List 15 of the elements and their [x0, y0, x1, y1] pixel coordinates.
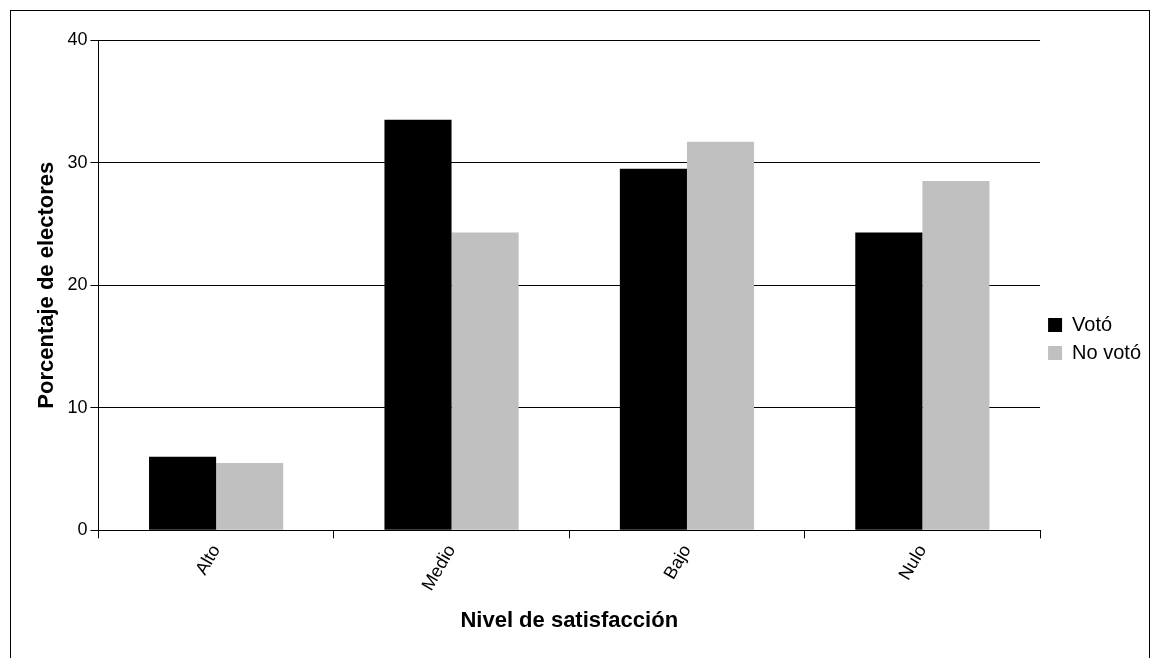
x-axis-title: Nivel de satisfacción — [460, 606, 679, 632]
y-tick-label: 10 — [67, 396, 88, 417]
x-tick-label: Alto — [191, 541, 224, 579]
bar — [451, 232, 519, 530]
y-tick-label: 30 — [67, 151, 88, 172]
bar — [686, 141, 755, 530]
bar — [922, 180, 990, 530]
y-axis-title: Porcentaje de electores — [33, 161, 59, 409]
bar — [216, 462, 284, 530]
y-tick-label: 20 — [67, 274, 88, 295]
legend-label: Votó — [1072, 312, 1113, 335]
y-tick-label: 40 — [67, 28, 88, 49]
bar — [149, 456, 217, 530]
y-tick-label: 0 — [77, 519, 88, 540]
legend-label: No votó — [1072, 340, 1142, 363]
